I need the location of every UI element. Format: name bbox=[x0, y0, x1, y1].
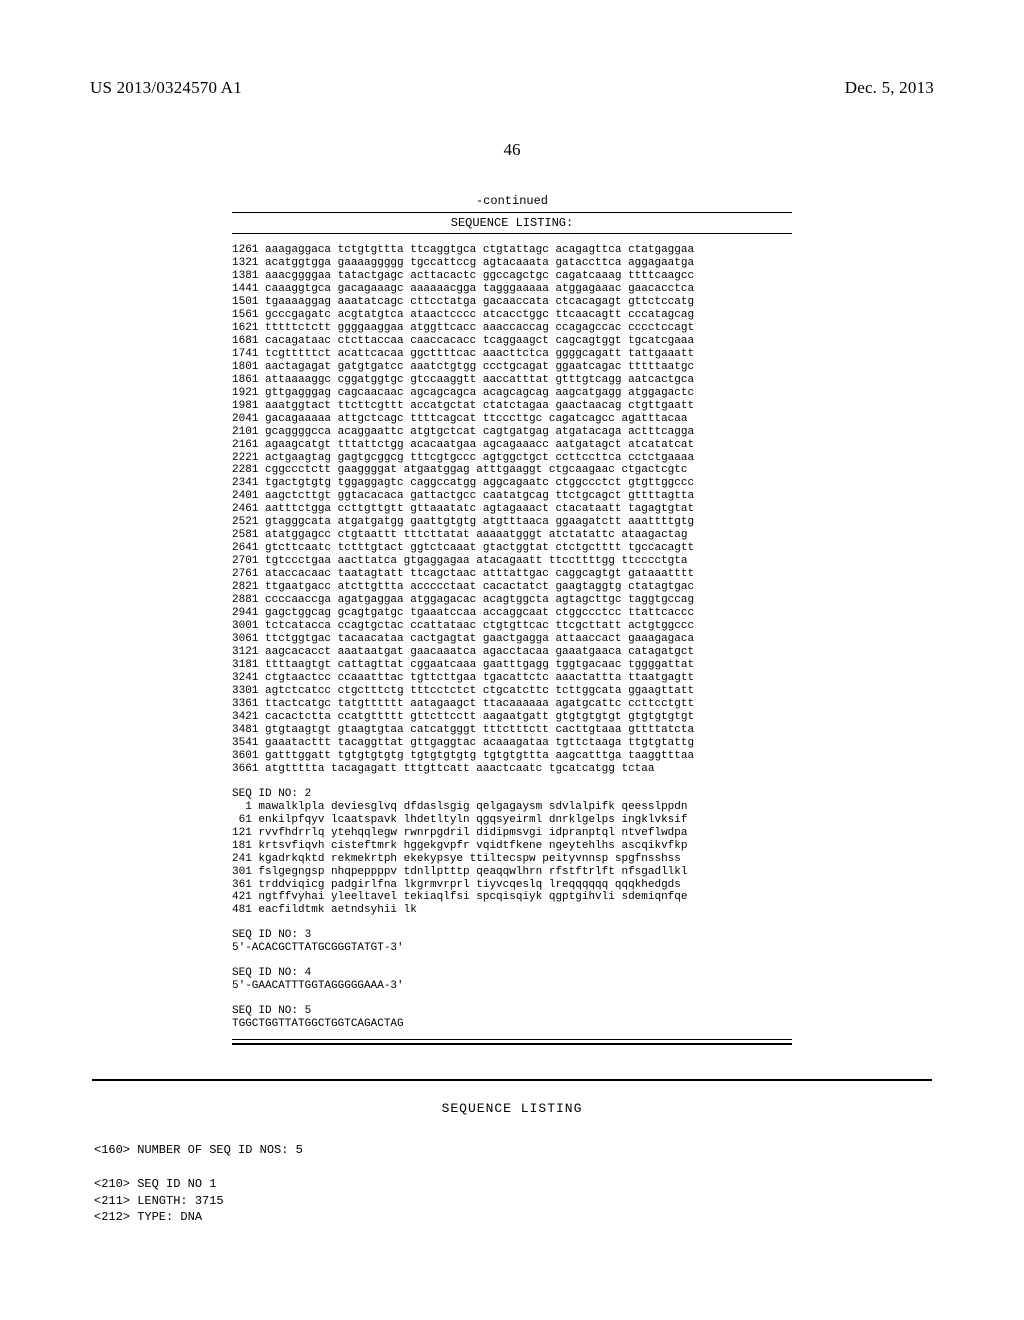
continued-label: -continued bbox=[232, 194, 792, 208]
sequence-end-rule bbox=[232, 1039, 792, 1045]
seq3-header: SEQ ID NO: 3 bbox=[232, 929, 792, 942]
publication-date: Dec. 5, 2013 bbox=[845, 78, 934, 98]
seq4-value: 5'-GAACATTTGGTAGGGGGAAA-3' bbox=[232, 980, 792, 993]
sequence-listing-block: -continued SEQUENCE LISTING: 1261 aaagag… bbox=[232, 194, 792, 1045]
page-header: US 2013/0324570 A1 Dec. 5, 2013 bbox=[90, 78, 934, 98]
page-root: US 2013/0324570 A1 Dec. 5, 2013 46 -cont… bbox=[0, 0, 1024, 1320]
seq3-value: 5'-ACACGCTTATGCGGGTATGT-3' bbox=[232, 942, 792, 955]
seq2-header: SEQ ID NO: 2 bbox=[232, 788, 792, 801]
seq2-body: 1 mawalklpla deviesglvq dfdaslsgig qelga… bbox=[232, 801, 792, 918]
seq1-body: 1261 aaagaggaca tctgtgttta ttcaggtgca ct… bbox=[232, 244, 792, 776]
sequence-metadata: <160> NUMBER OF SEQ ID NOS: 5 <210> SEQ … bbox=[94, 1142, 934, 1226]
lower-section-title: SEQUENCE LISTING bbox=[90, 1101, 934, 1116]
page-number: 46 bbox=[90, 140, 934, 160]
seq5-header: SEQ ID NO: 5 bbox=[232, 1005, 792, 1018]
publication-number: US 2013/0324570 A1 bbox=[90, 78, 242, 98]
sequence-listing-title: SEQUENCE LISTING: bbox=[232, 212, 792, 234]
seq5-value: TGGCTGGTTATGGCTGGTCAGACTAG bbox=[232, 1018, 792, 1031]
seq4-header: SEQ ID NO: 4 bbox=[232, 967, 792, 980]
section-break-rule bbox=[92, 1079, 932, 1081]
